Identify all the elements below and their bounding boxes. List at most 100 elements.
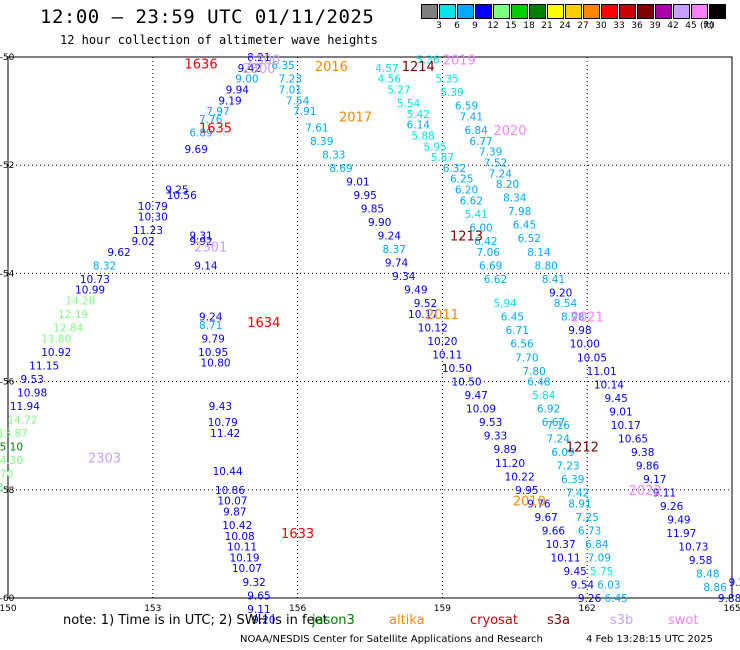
pass-time-label: 2022 <box>629 484 662 499</box>
wave-height-value: 10.08 <box>225 531 255 543</box>
scale-swatch <box>529 4 546 19</box>
wave-height-value: 5.88 <box>411 130 434 142</box>
wave-height-value: 8.37 <box>382 244 405 256</box>
wave-height-value: 6.48 <box>527 377 550 389</box>
wave-height-value: 10.65 <box>618 433 648 445</box>
wave-height-value: 7.01 <box>279 84 302 96</box>
wave-height-value: 5.39 <box>440 87 463 99</box>
scale-tick-label: 9 <box>472 21 478 31</box>
scale-swatch <box>457 4 474 19</box>
wave-height-value: 6.03 <box>597 579 620 591</box>
wave-height-value: 8.69 <box>329 163 352 175</box>
scale-swatch <box>655 4 672 19</box>
wave-height-value: 9.54 <box>571 579 595 591</box>
wave-height-value: 5.36 <box>416 55 440 67</box>
wave-height-value: 5.75 <box>590 566 613 578</box>
x-tick-label: 150 <box>0 604 17 614</box>
pass-time-label: 2011 <box>426 308 459 323</box>
pass-time-label: 2010 <box>513 495 546 510</box>
wave-height-value: 9.01 <box>346 176 369 188</box>
axis-ticks: 150 153 156 159 162 165 -50 -52 -54 -56 -58 -60 <box>0 53 740 614</box>
wave-height-value: 8.34 <box>503 193 527 205</box>
wave-height-value: 9.53 <box>20 374 43 386</box>
y-tick-label: -56 <box>0 378 15 388</box>
wave-height-value: 8.32 <box>93 260 116 272</box>
wave-height-value: 9.94 <box>226 84 250 96</box>
wave-height-value: 7.70 <box>515 352 538 364</box>
wave-height-value: 8.91 <box>568 498 591 510</box>
wave-height-value: 8.71 <box>199 320 222 332</box>
wave-height-value: 5.87 <box>431 152 454 164</box>
wave-height-value: 11.01 <box>587 366 617 378</box>
pass-time-label: 2300 <box>242 62 275 77</box>
pass-time-label: 2019 <box>443 54 476 69</box>
wave-height-value: 4.56 <box>378 74 402 86</box>
wave-height-value: 6.39 <box>561 474 584 486</box>
wave-height-value: 7.25 <box>576 512 599 524</box>
wave-height-value: 6.62 <box>460 195 483 207</box>
wave-height-value: 9.67 <box>534 512 557 524</box>
scale-tick-label: 36 <box>631 21 643 31</box>
wave-height-value: 4.57 <box>375 63 398 75</box>
scale-swatch <box>691 4 708 19</box>
wave-height-value: 9.11 <box>653 488 676 500</box>
wave-height-value: 8.80 <box>534 260 557 272</box>
wave-height-value: 10.98 <box>17 387 47 399</box>
wave-height-value: 6.77 <box>469 136 492 148</box>
page-title: 12:00 – 23:59 UTC 01/11/2025 <box>40 6 375 28</box>
wave-height-value: 10.05 <box>577 352 607 364</box>
wave-height-value: 6.45 <box>513 220 536 232</box>
satellite-legend-jason3: jason3 <box>312 613 355 628</box>
wave-height-value: 5.94 <box>493 298 517 310</box>
scale-swatch <box>511 4 528 19</box>
wave-height-value: 9.01 <box>609 406 632 418</box>
wave-height-value: 7.16 <box>547 420 571 432</box>
wave-height-value: 10.50 <box>452 377 482 389</box>
wave-height-value: 7.24 <box>489 168 513 180</box>
satellite-legend: jason3 altika cryosat s3a s3b swot <box>0 613 740 631</box>
wave-height-value: 9.00 <box>235 74 258 86</box>
wave-height-value: 9.65 <box>247 590 270 602</box>
wave-height-value: 10.22 <box>505 471 535 483</box>
wave-height-value: 5.42 <box>407 109 430 121</box>
pass-time-label: 2017 <box>339 111 372 126</box>
wave-height-value: 6.56 <box>510 339 534 351</box>
satellite-legend-swot: swot <box>668 613 699 628</box>
scale-swatch <box>709 4 726 19</box>
pass-time-label: 2021 <box>571 311 604 326</box>
wave-height-value: 9.85 <box>361 203 384 215</box>
wave-height-value: 10.19 <box>229 552 259 564</box>
scale-tick-label: 27 <box>577 21 589 31</box>
satellite-legend-cryosat: cryosat <box>470 613 518 628</box>
wave-height-value: 13.80 <box>41 333 71 345</box>
wave-height-value: 9.33 <box>484 431 507 443</box>
scale-swatch <box>673 4 690 19</box>
wave-height-value: 10.80 <box>201 358 231 370</box>
wave-height-value: 9.24 <box>199 312 223 324</box>
wave-height-value: 7.09 <box>588 552 611 564</box>
scale-unit-label: (ft) <box>700 21 714 31</box>
pass-time-label: 2301 <box>194 240 227 255</box>
wave-height-value: 10.73 <box>678 542 708 554</box>
wave-height-value: 8.54 <box>554 298 578 310</box>
wave-height-value: 6.20 <box>455 185 478 197</box>
wave-height-value: 10.50 <box>442 363 472 375</box>
wave-height-value: 6.92 <box>537 404 560 416</box>
pass-time-label: 2303 <box>88 451 121 466</box>
wave-height-value: 12.84 <box>53 323 83 335</box>
wave-height-value: 10.12 <box>418 323 448 335</box>
x-tick-label: 159 <box>434 604 451 614</box>
scale-tick-label: 6 <box>454 21 460 31</box>
y-tick-label: -52 <box>0 161 14 171</box>
satellite-legend-s3b: s3b <box>610 613 634 628</box>
wave-height-value: 9.62 <box>107 247 130 259</box>
wave-height-value: 8.20 <box>496 179 519 191</box>
wave-height-value: 10.79 <box>138 201 168 213</box>
wave-height-value: 10.79 <box>208 417 238 429</box>
wave-height-value: 8.39 <box>310 136 333 148</box>
wave-height-value: 10.07 <box>232 563 262 575</box>
wave-height-value: 9.92 <box>189 236 212 248</box>
wave-height-value: 9.34 <box>392 271 416 283</box>
wave-height-value: 10.09 <box>466 404 496 416</box>
